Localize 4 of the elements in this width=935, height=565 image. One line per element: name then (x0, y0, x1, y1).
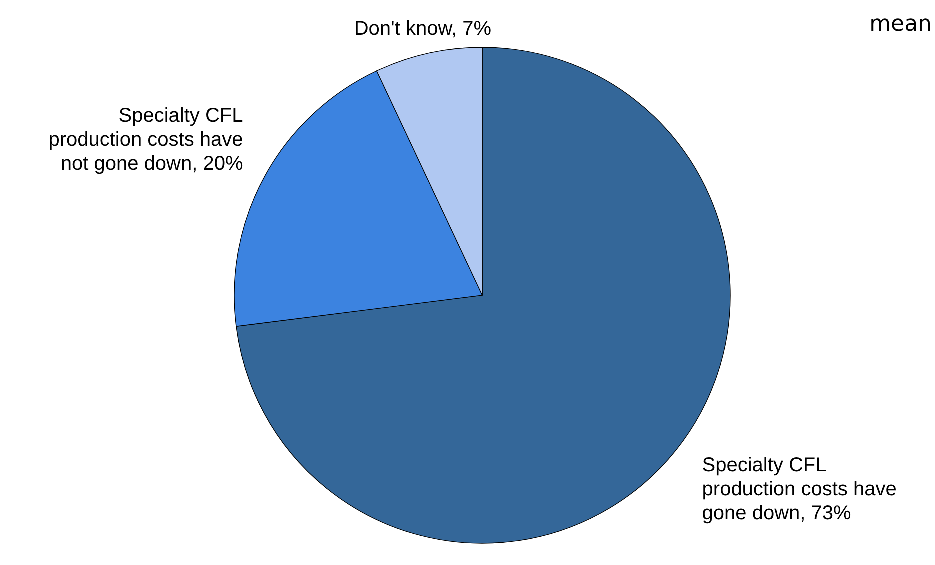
slice-label: Specialty CFL production costs have not gone down, 20% (48, 104, 244, 175)
text: mean (870, 12, 932, 37)
slice-label: Don't know, 7% (354, 18, 492, 40)
slice-label: Specialty CFL production costs have gone down, 73% (702, 454, 897, 524)
